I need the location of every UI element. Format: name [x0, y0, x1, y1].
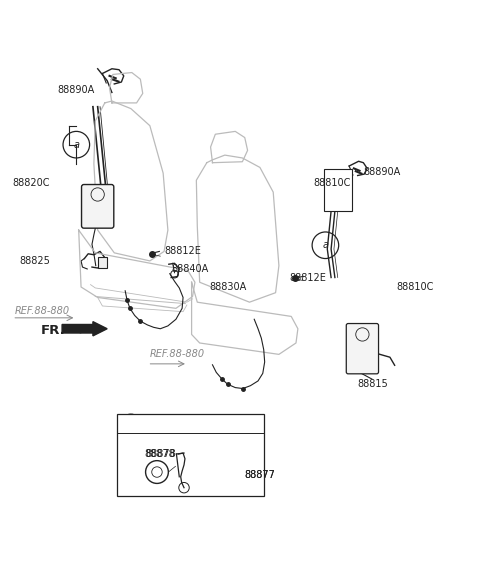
Bar — [117, 414, 264, 496]
Text: 88815: 88815 — [358, 379, 388, 389]
Text: 88840A: 88840A — [171, 264, 208, 274]
Text: FR.: FR. — [41, 324, 65, 337]
Text: 88825: 88825 — [19, 256, 50, 266]
Bar — [97, 257, 107, 268]
Text: 88810C: 88810C — [396, 282, 434, 292]
FancyBboxPatch shape — [346, 324, 379, 374]
Text: 88877: 88877 — [245, 470, 276, 480]
FancyArrow shape — [62, 321, 107, 336]
Text: a: a — [323, 241, 328, 250]
Text: 88877: 88877 — [245, 470, 276, 480]
Bar — [324, 169, 352, 211]
Text: 88812E: 88812E — [164, 246, 201, 257]
Text: 88820C: 88820C — [12, 177, 50, 188]
FancyBboxPatch shape — [82, 184, 114, 228]
Text: 88810C: 88810C — [313, 177, 351, 188]
Text: 88878: 88878 — [145, 449, 176, 459]
Text: 88830A: 88830A — [209, 282, 246, 292]
Text: 88890A: 88890A — [363, 167, 401, 177]
Text: 88878: 88878 — [144, 449, 175, 459]
Text: a: a — [128, 419, 133, 428]
Text: REF.88-880: REF.88-880 — [150, 350, 205, 359]
Text: REF.88-880: REF.88-880 — [14, 306, 70, 316]
Text: 88890A: 88890A — [57, 85, 95, 95]
Text: 88812E: 88812E — [290, 273, 327, 282]
Text: a: a — [73, 139, 79, 150]
